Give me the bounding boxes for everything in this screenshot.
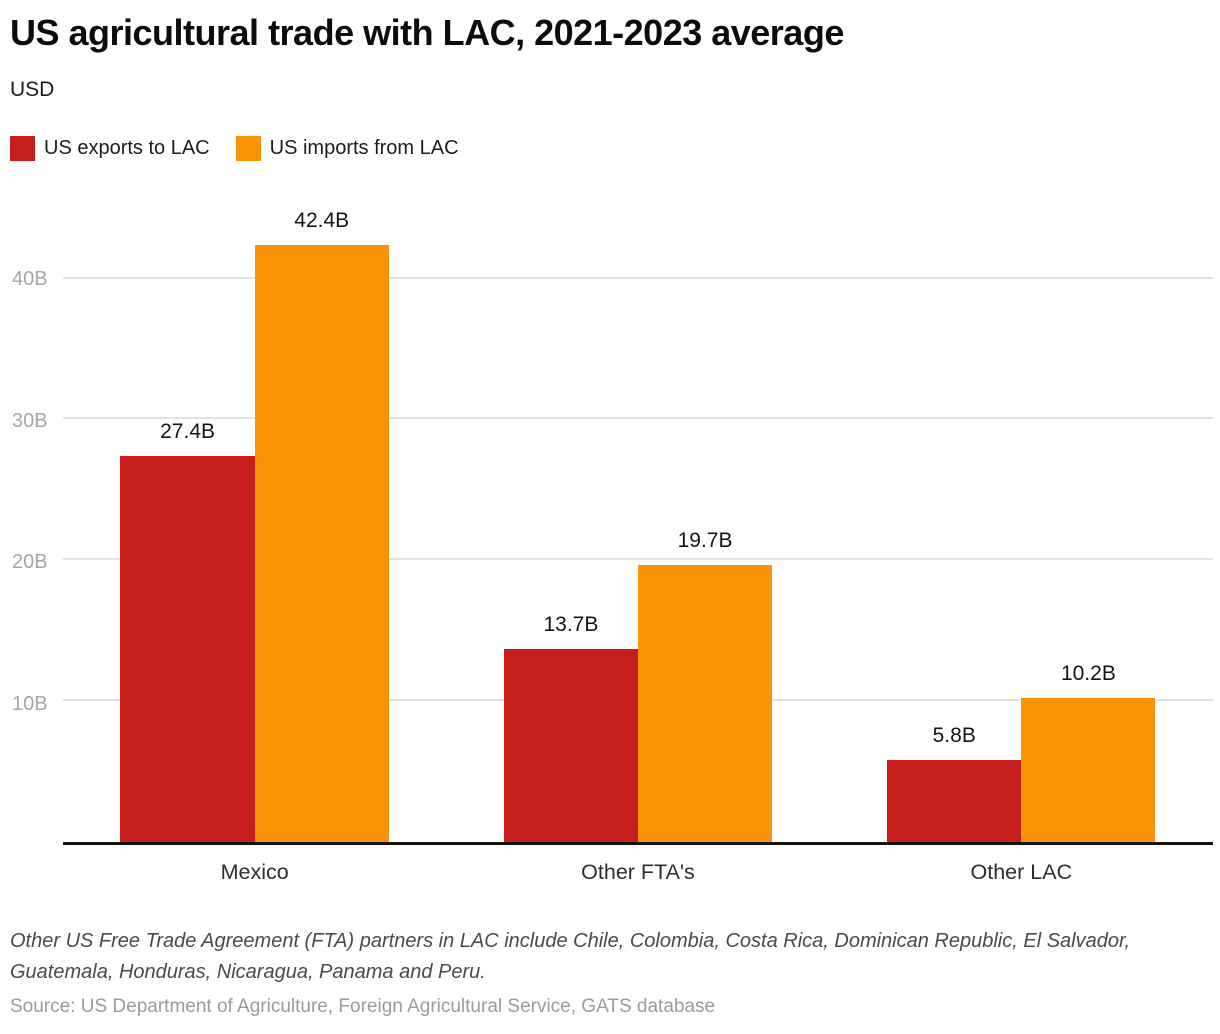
legend-item: US exports to LAC (10, 136, 210, 161)
y-tick-label: 30B (12, 409, 48, 432)
page-title: US agricultural trade with LAC, 2021-202… (10, 12, 844, 53)
bar-group: 5.8B 10.2B (830, 180, 1213, 842)
source-note: Source: US Department of Agriculture, Fo… (10, 996, 716, 1017)
bar (120, 456, 255, 842)
bar-value-label: 27.4B (160, 420, 216, 444)
bar-group: 13.7B 19.7B (446, 180, 829, 842)
bar-value-label: 5.8B (932, 724, 976, 748)
bar-value-label: 19.7B (677, 528, 733, 552)
bar (1021, 698, 1156, 842)
legend-swatch (10, 136, 35, 161)
bar-value-label: 42.4B (294, 208, 350, 232)
x-axis-labels: Mexico Other FTA's Other LAC (63, 848, 1213, 885)
bar-value-label: 10.2B (1060, 662, 1116, 686)
x-axis-label: Other FTA's (581, 860, 695, 884)
bar (887, 760, 1022, 842)
gridline (63, 276, 1213, 279)
gridline (63, 417, 1213, 420)
bar (503, 649, 638, 842)
legend-label: US imports from LAC (269, 137, 459, 159)
footnote: Other US Free Trade Agreement (FTA) part… (10, 930, 1131, 983)
gridline (63, 558, 1213, 561)
y-tick-label: 10B (12, 692, 48, 715)
plot-area: 27.4B 42.4B 13.7B 19.7B 5.8B 10.2B (63, 180, 1213, 845)
x-axis-label: Other LAC (970, 860, 1073, 884)
chart-subtitle: USD (10, 78, 55, 101)
bar (637, 564, 773, 842)
x-axis-label: Mexico (220, 860, 289, 884)
bar-value-label: 13.7B (543, 613, 599, 637)
y-axis: 10B 20B 30B 40B (0, 180, 63, 845)
bar-group: 27.4B 42.4B (63, 180, 446, 842)
legend-label: US exports to LAC (44, 137, 210, 159)
y-tick-label: 20B (12, 551, 48, 574)
y-tick-label: 40B (12, 268, 48, 291)
bar (254, 244, 389, 842)
legend-item: US imports from LAC (235, 136, 459, 161)
chart-area: 10B 20B 30B 40B 27.4B 42.4B 13.7B 19.7B 5.8B 10.… (0, 180, 1220, 845)
chart-legend: US exports to LAC US imports from LAC (10, 136, 459, 161)
legend-swatch (235, 136, 261, 161)
